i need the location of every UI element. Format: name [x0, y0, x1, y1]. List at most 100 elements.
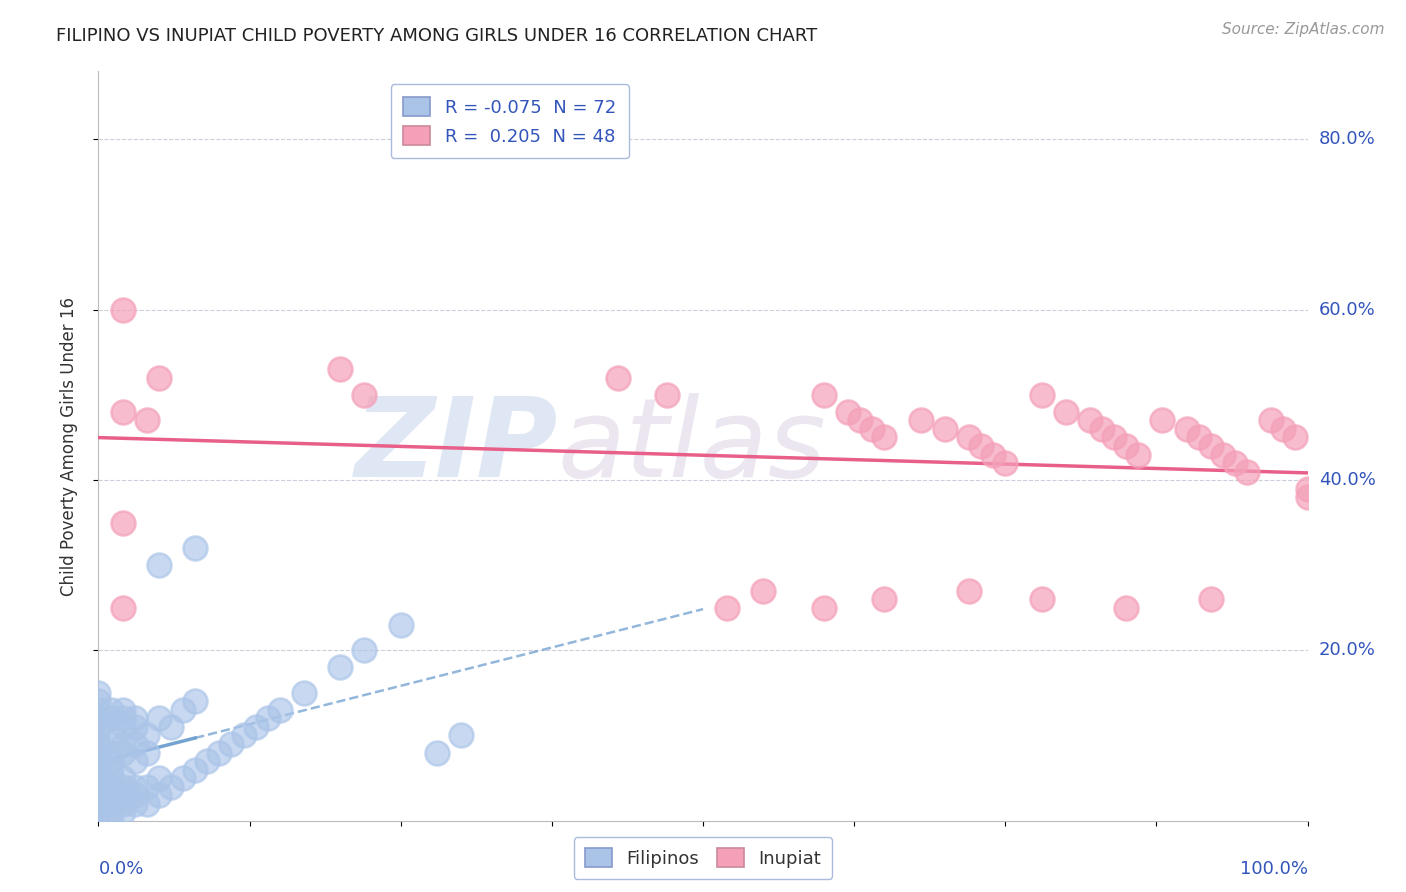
Point: [1115, 600, 1137, 615]
Point: [124, 788, 146, 802]
Point: [87, 694, 110, 708]
Point: [292, 686, 315, 700]
Point: [100, 797, 122, 811]
Point: [111, 405, 134, 419]
Point: [389, 617, 412, 632]
Point: [221, 737, 243, 751]
Point: [1260, 413, 1282, 427]
Point: [124, 797, 146, 811]
Point: [184, 694, 207, 708]
Text: ZIP: ZIP: [354, 392, 558, 500]
Point: [329, 362, 352, 376]
Point: [232, 729, 254, 743]
Legend: Filipinos, Inupiat: Filipinos, Inupiat: [574, 837, 832, 879]
Point: [87, 754, 110, 768]
Point: [1054, 405, 1077, 419]
Point: [87, 703, 110, 717]
Point: [1188, 430, 1211, 444]
Point: [1199, 592, 1222, 607]
Point: [124, 711, 146, 725]
Point: [1102, 430, 1125, 444]
Point: [135, 413, 157, 427]
Point: [87, 686, 110, 700]
Point: [450, 729, 472, 743]
Point: [860, 422, 883, 436]
Point: [135, 746, 157, 760]
Point: [100, 763, 122, 777]
Point: [124, 720, 146, 734]
Point: [111, 797, 134, 811]
Point: [100, 746, 122, 760]
Text: FILIPINO VS INUPIAT CHILD POVERTY AMONG GIRLS UNDER 16 CORRELATION CHART: FILIPINO VS INUPIAT CHILD POVERTY AMONG …: [56, 27, 817, 45]
Point: [256, 711, 278, 725]
Point: [1199, 439, 1222, 453]
Text: 60.0%: 60.0%: [1319, 301, 1375, 318]
Point: [1152, 413, 1174, 427]
Point: [195, 754, 218, 768]
Point: [100, 788, 122, 802]
Point: [752, 583, 775, 598]
Point: [87, 737, 110, 751]
Text: 80.0%: 80.0%: [1319, 130, 1375, 148]
Point: [1078, 413, 1101, 427]
Point: [813, 600, 835, 615]
Point: [1236, 465, 1258, 479]
Point: [1272, 422, 1295, 436]
Point: [873, 430, 896, 444]
Point: [100, 814, 122, 828]
Text: 0.0%: 0.0%: [98, 860, 143, 878]
Point: [1175, 422, 1198, 436]
Point: [426, 746, 449, 760]
Point: [100, 780, 122, 794]
Point: [184, 763, 207, 777]
Point: [148, 711, 170, 725]
Point: [1284, 430, 1306, 444]
Point: [111, 720, 134, 734]
Point: [87, 711, 110, 725]
Point: [100, 703, 122, 717]
Point: [87, 763, 110, 777]
Point: [1296, 490, 1319, 504]
Point: [100, 771, 122, 785]
Legend: R = -0.075  N = 72, R =  0.205  N = 48: R = -0.075 N = 72, R = 0.205 N = 48: [391, 84, 628, 158]
Text: 20.0%: 20.0%: [1319, 641, 1375, 659]
Point: [813, 388, 835, 402]
Point: [87, 729, 110, 743]
Point: [849, 413, 872, 427]
Point: [1091, 422, 1114, 436]
Text: atlas: atlas: [558, 392, 827, 500]
Point: [100, 805, 122, 819]
Point: [148, 771, 170, 785]
Point: [111, 600, 134, 615]
Point: [970, 439, 993, 453]
Point: [100, 754, 122, 768]
Point: [87, 720, 110, 734]
Point: [124, 780, 146, 794]
Point: [87, 814, 110, 828]
Point: [607, 371, 630, 385]
Point: [124, 754, 146, 768]
Point: [111, 780, 134, 794]
Point: [87, 746, 110, 760]
Point: [100, 729, 122, 743]
Point: [873, 592, 896, 607]
Point: [353, 643, 375, 657]
Point: [353, 388, 375, 402]
Text: 40.0%: 40.0%: [1319, 471, 1375, 489]
Point: [910, 413, 932, 427]
Point: [111, 805, 134, 819]
Point: [208, 746, 231, 760]
Point: [172, 771, 194, 785]
Point: [1212, 448, 1234, 462]
Point: [160, 780, 183, 794]
Point: [1115, 439, 1137, 453]
Point: [329, 660, 352, 674]
Point: [111, 516, 134, 530]
Point: [87, 788, 110, 802]
Point: [160, 720, 183, 734]
Point: [148, 788, 170, 802]
Point: [245, 720, 267, 734]
Point: [184, 541, 207, 556]
Point: [1031, 592, 1053, 607]
Point: [148, 371, 170, 385]
